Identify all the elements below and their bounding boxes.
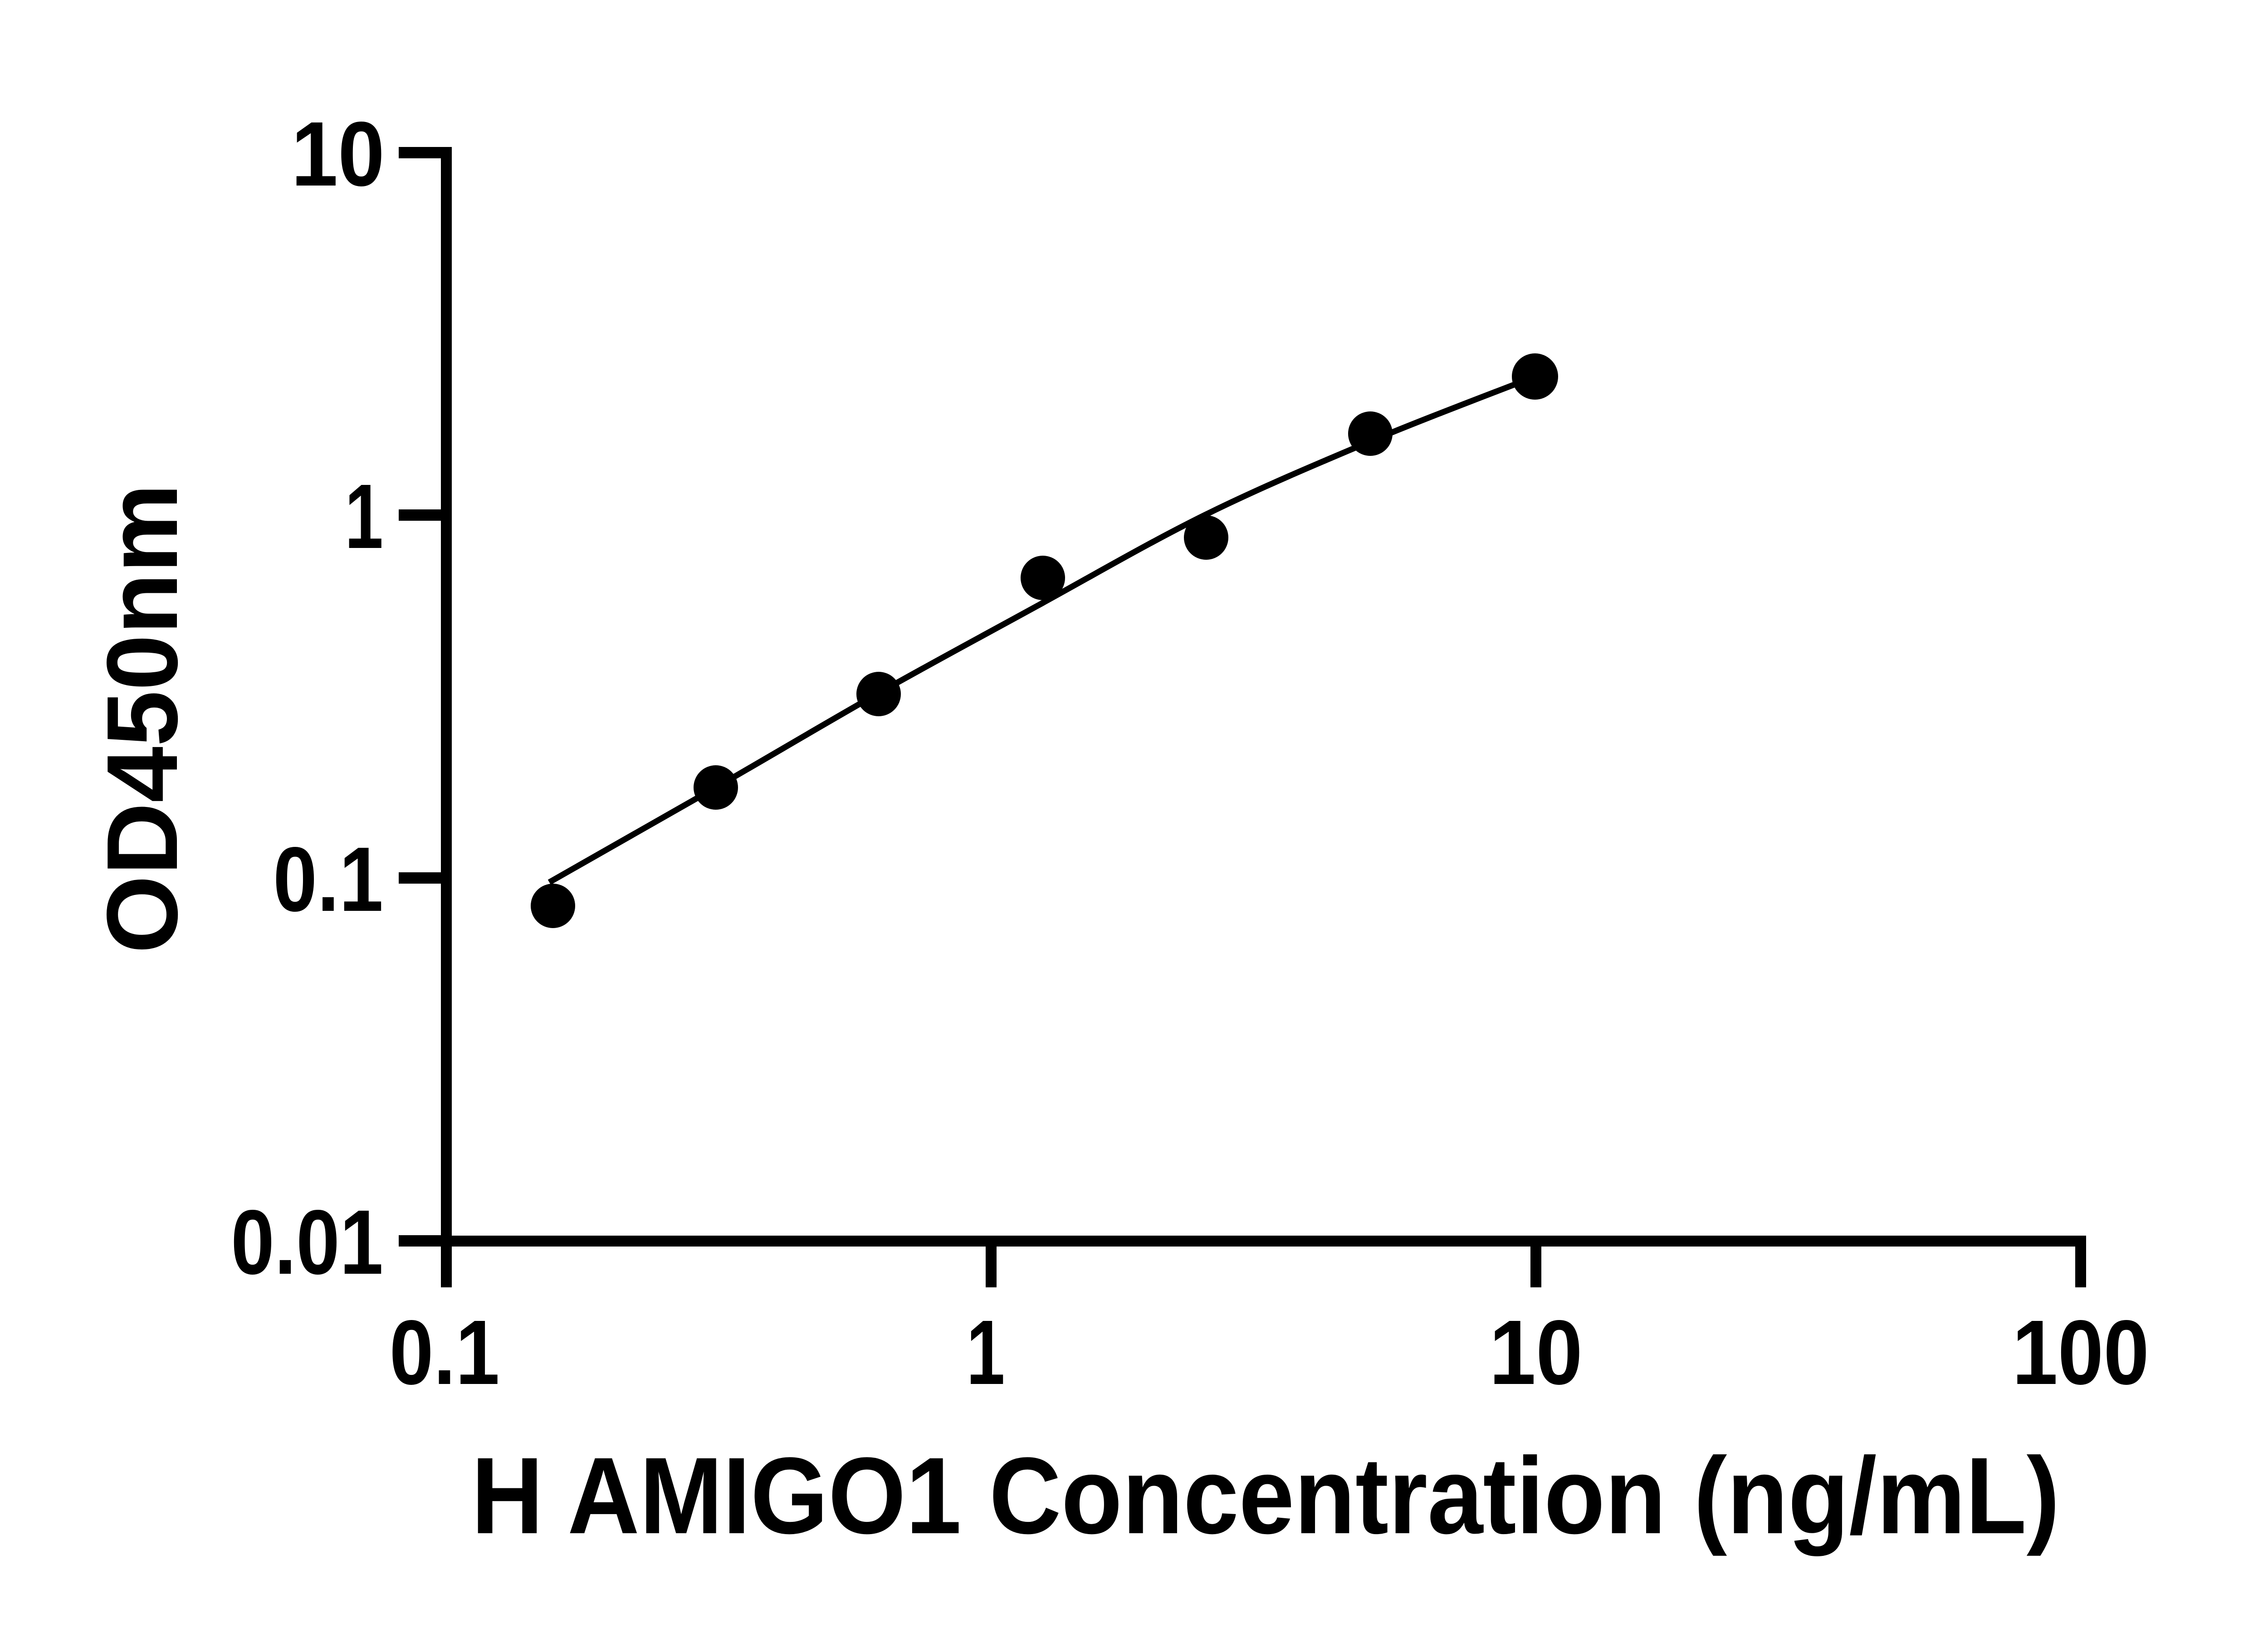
svg-text:1: 1 <box>967 1301 1005 1403</box>
svg-text:0.1: 0.1 <box>273 828 383 930</box>
svg-text:10: 10 <box>1489 1301 1583 1403</box>
svg-text:0.1: 0.1 <box>390 1301 500 1403</box>
svg-text:0.01: 0.01 <box>231 1191 383 1293</box>
svg-text:1: 1 <box>345 465 383 567</box>
svg-text:100: 100 <box>2012 1301 2149 1403</box>
svg-text:OD450nm: OD450nm <box>86 484 199 953</box>
svg-text:H AMIGO1 Concentration (ng/mL): H AMIGO1 Concentration (ng/mL) <box>471 1435 2060 1556</box>
svg-text:10: 10 <box>291 103 385 205</box>
